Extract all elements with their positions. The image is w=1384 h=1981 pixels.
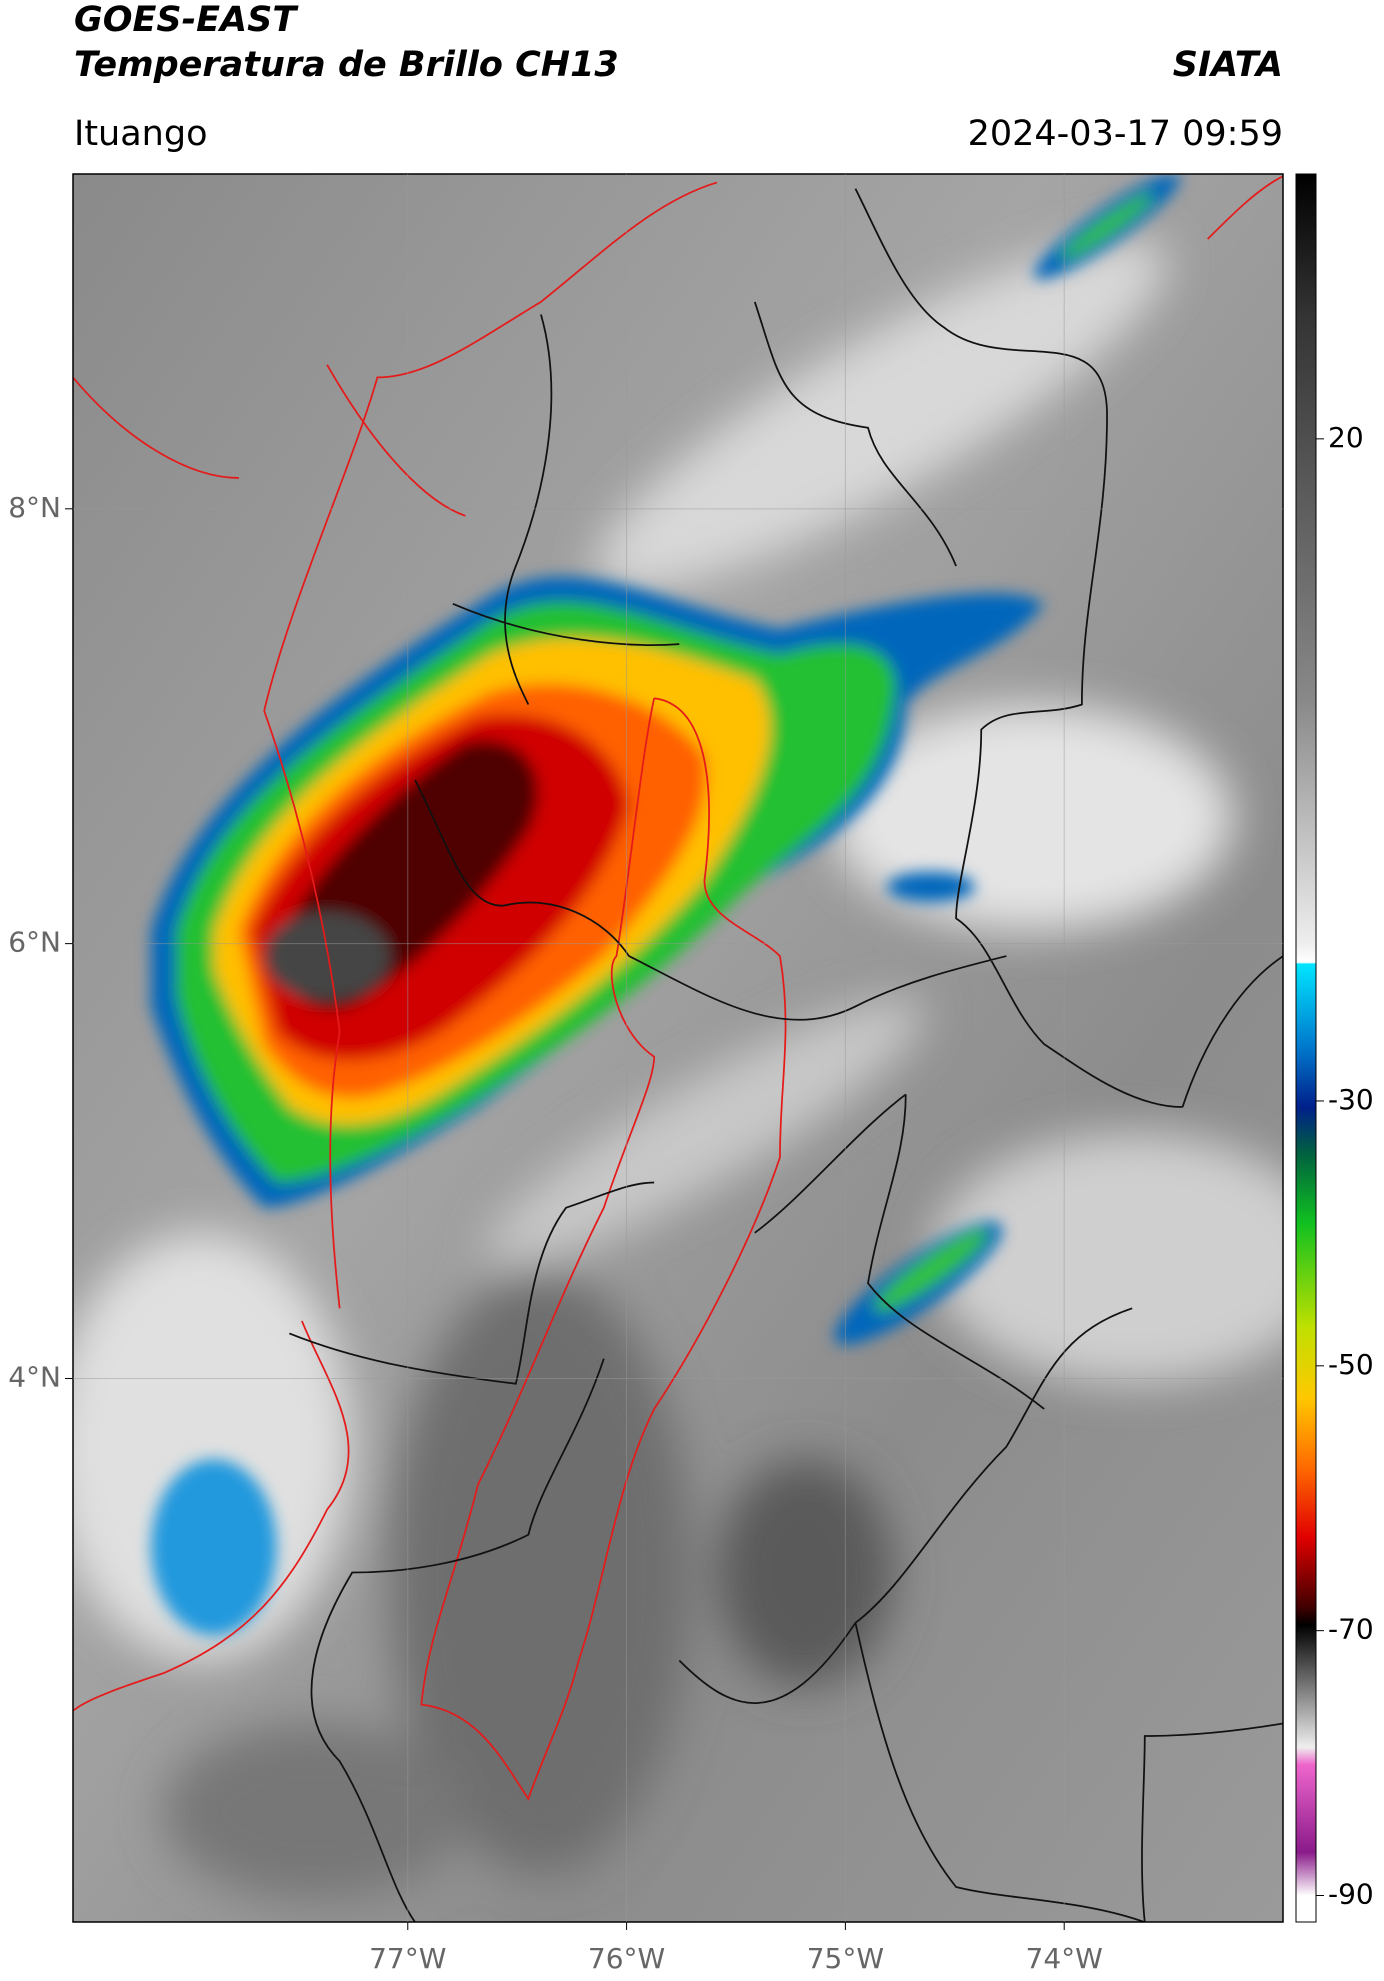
agency: SIATA — [1172, 45, 1283, 85]
x-tick-label: 74°W — [1026, 1942, 1103, 1975]
product-title: Temperatura de Brillo CH13 — [74, 45, 619, 85]
x-tick-label: 76°W — [588, 1942, 665, 1975]
colorbar — [1295, 173, 1317, 1923]
satellite-image — [73, 174, 1283, 1922]
y-tick-label: 4°N — [8, 1360, 61, 1393]
colorbar-tick-label: -90 — [1328, 1878, 1374, 1911]
x-tick-label: 75°W — [807, 1942, 884, 1975]
map-frame — [72, 173, 1284, 1923]
colorbar-tick-label: -30 — [1328, 1083, 1374, 1116]
y-tick-label: 8°N — [8, 491, 61, 524]
timestamp: 2024-03-17 09:59 — [967, 114, 1283, 154]
y-tick-label: 6°N — [8, 926, 61, 959]
colorbar-tick-label: 20 — [1328, 421, 1364, 454]
satellite-title: GOES-EAST — [74, 0, 297, 40]
colorbar-tick-label: -50 — [1328, 1348, 1374, 1381]
colorbar-tick-label: -70 — [1328, 1613, 1374, 1646]
location: Ituango — [74, 114, 208, 154]
x-tick-label: 77°W — [369, 1942, 446, 1975]
